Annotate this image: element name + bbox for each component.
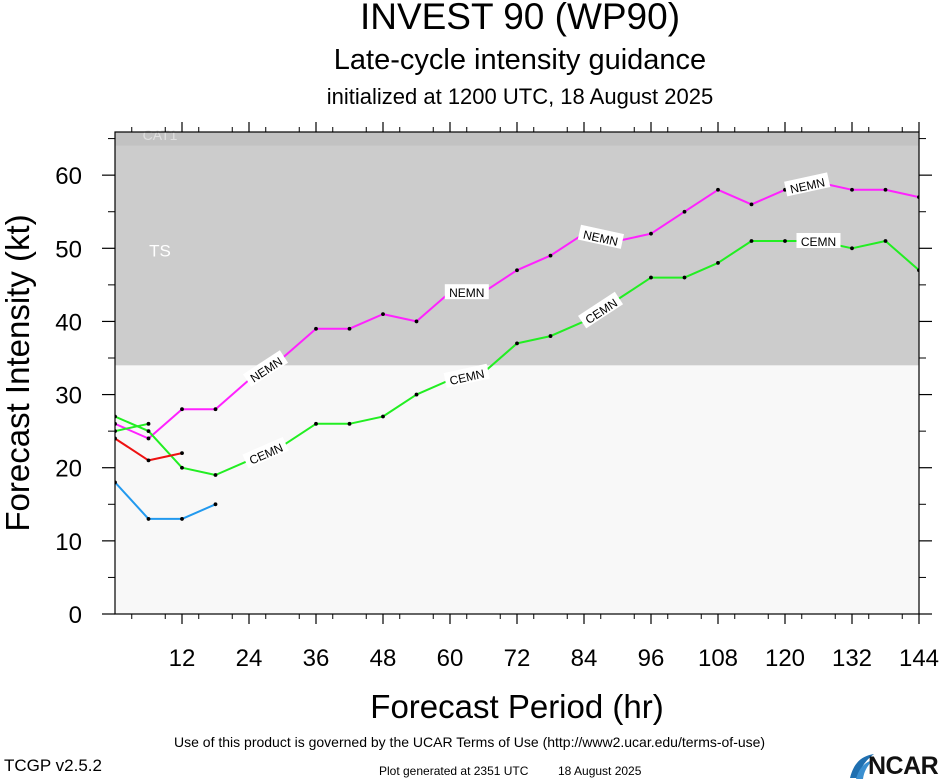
series-line-series-3 — [115, 481, 216, 520]
y-tick-label: 40 — [55, 309, 82, 336]
series-label-bg — [796, 233, 841, 248]
chart-init-time: initialized at 1200 UTC, 18 August 2025 — [326, 84, 714, 109]
series-label-bg — [784, 172, 831, 197]
y-tick-label: 10 — [55, 529, 82, 556]
data-point-cemn — [146, 429, 151, 434]
data-point-cemn — [314, 421, 318, 426]
plot-generated-label: Plot generated at 2351 UTC — [379, 764, 529, 778]
data-point-cemn — [883, 239, 888, 243]
series-label-bg — [444, 284, 489, 300]
data-point-nemn — [883, 187, 888, 192]
series-label-bg — [578, 291, 624, 329]
x-tick-label: 96 — [638, 645, 665, 672]
y-tick-label: 0 — [69, 602, 82, 629]
data-point-nemn — [548, 253, 553, 258]
data-point-nemn — [213, 407, 218, 412]
x-axis-label: Forecast Period (hr) — [370, 688, 663, 725]
data-point-cemn — [682, 275, 687, 280]
data-point-series-4 — [146, 421, 151, 426]
data-point-nemn — [381, 312, 385, 317]
data-point-series-2 — [146, 458, 151, 463]
data-point-nemn — [347, 326, 352, 331]
terms-of-use-text: Use of this product is governed by the U… — [174, 734, 766, 750]
data-point-cemn — [381, 414, 385, 419]
series-label-cemn: CEMN — [796, 233, 841, 249]
x-tick-label: 108 — [698, 645, 738, 672]
data-point-cemn — [515, 341, 519, 346]
chart-title: INVEST 90 (WP90) — [359, 0, 681, 37]
data-point-cemn — [180, 465, 184, 470]
x-tick-label: 36 — [303, 645, 330, 672]
data-point-cemn — [213, 473, 218, 477]
chart-subtitle: Late-cycle intensity guidance — [333, 44, 707, 76]
plot-generated-date: 18 August 2025 — [558, 764, 642, 778]
data-point-cemn — [716, 261, 720, 265]
x-tick-label: 144 — [899, 645, 939, 672]
data-point-series-2 — [180, 451, 184, 455]
data-point-nemn — [749, 202, 754, 207]
series-label-bg — [577, 224, 624, 249]
ncar-swoosh-icon — [850, 754, 874, 779]
x-tick-label: 12 — [169, 645, 196, 672]
data-point-series-3 — [146, 517, 151, 521]
x-tick-label: 60 — [437, 645, 464, 672]
data-point-series-3 — [180, 517, 184, 521]
x-tick-label: 24 — [236, 645, 263, 672]
series-label-text: NEMN — [449, 286, 484, 300]
data-point-cemn — [649, 275, 653, 280]
series-label-nemn: NEMN — [444, 284, 489, 300]
series-label-text: CEMN — [801, 235, 836, 249]
data-point-nemn — [649, 231, 653, 236]
band-label-ts: TS — [149, 241, 171, 260]
data-point-nemn — [850, 187, 854, 192]
data-point-cemn — [548, 334, 553, 338]
x-tick-label: 84 — [571, 645, 598, 672]
y-tick-label: 20 — [55, 456, 82, 483]
data-point-cemn — [783, 239, 787, 243]
data-point-nemn — [414, 319, 419, 324]
intensity-band-cat1 — [115, 132, 919, 146]
data-point-nemn — [314, 326, 318, 331]
data-point-nemn — [682, 209, 687, 214]
y-tick-label: 60 — [55, 163, 82, 190]
series-line-series-4 — [115, 422, 149, 433]
data-point-nemn — [515, 268, 519, 273]
band-label-cat1: CAT1 — [143, 127, 178, 143]
data-point-cemn — [347, 421, 352, 426]
data-point-nemn — [146, 436, 151, 441]
x-tick-label: 48 — [370, 645, 397, 672]
x-tick-label: 72 — [504, 645, 531, 672]
data-point-nemn — [716, 187, 720, 192]
y-axis-label: Forecast Intensity (kt) — [0, 214, 36, 531]
data-point-cemn — [749, 239, 754, 243]
data-point-cemn — [850, 246, 854, 251]
y-tick-label: 30 — [55, 383, 82, 410]
data-point-series-3 — [213, 502, 218, 507]
data-point-cemn — [414, 392, 419, 397]
y-tick-label: 50 — [55, 236, 82, 263]
series-label-bg — [243, 350, 289, 387]
version-label: TCGP v2.5.2 — [4, 756, 102, 775]
ncar-logo-text: NCAR — [868, 752, 939, 780]
series-label-bg — [443, 363, 490, 388]
data-point-nemn — [180, 407, 184, 412]
series-label-bg — [242, 436, 289, 469]
x-tick-label: 132 — [832, 645, 872, 672]
x-tick-label: 120 — [765, 645, 805, 672]
ncar-logo: NCAR — [848, 752, 940, 780]
